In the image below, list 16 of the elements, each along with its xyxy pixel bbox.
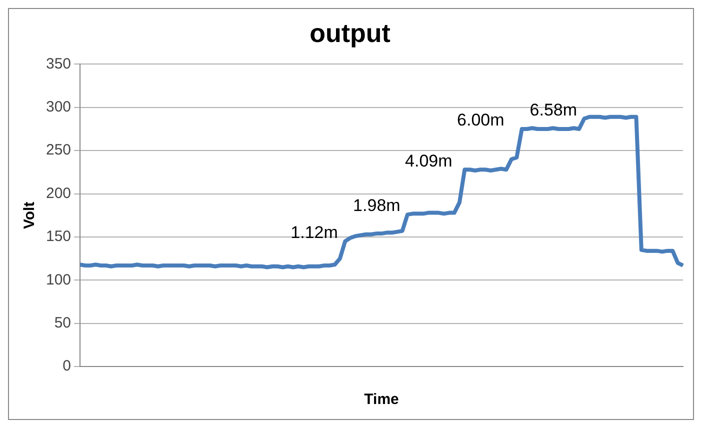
annotation: 1.12m — [290, 223, 338, 242]
y-tick-label: 100 — [46, 271, 72, 288]
y-tick-label: 50 — [54, 314, 72, 332]
annotation: 4.09m — [405, 151, 452, 170]
y-tick-label: 300 — [46, 98, 72, 116]
y-axis-title: Volt — [21, 202, 38, 230]
annotation: 6.58m — [530, 100, 578, 120]
y-tick-label: 250 — [46, 142, 72, 159]
annotation: 6.00m — [457, 110, 504, 130]
y-tick-label: 350 — [46, 55, 72, 72]
y-tick-label: 150 — [46, 228, 72, 246]
y-tick-label: 0 — [62, 358, 72, 375]
annotation: 1.98m — [353, 196, 400, 216]
x-axis-title: Time — [364, 391, 399, 408]
y-tick-label: 200 — [46, 184, 72, 202]
chart-title: output — [310, 18, 391, 48]
